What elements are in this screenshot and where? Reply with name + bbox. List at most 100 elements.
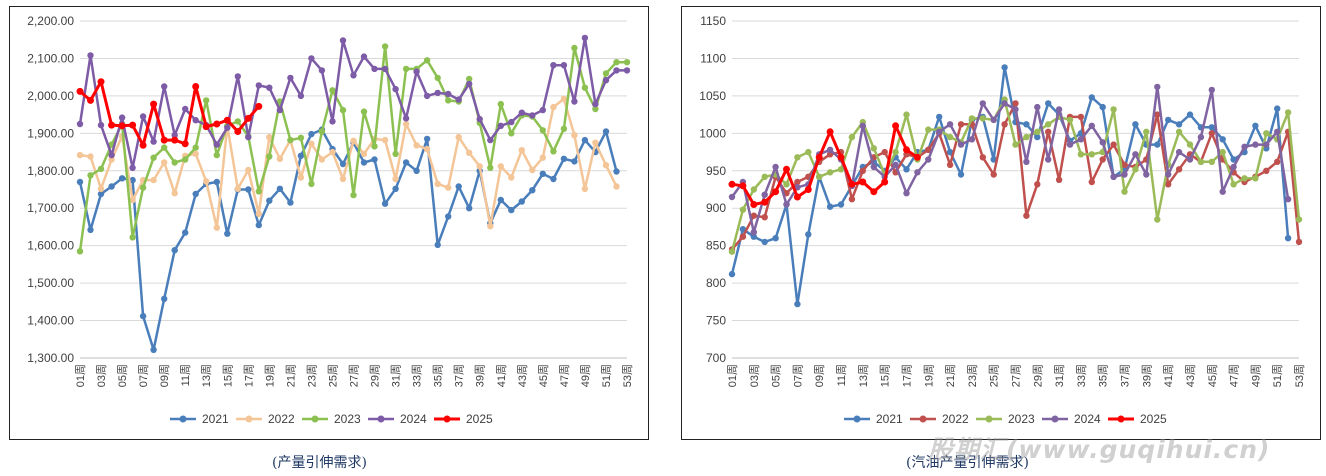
data-point (1263, 130, 1270, 137)
data-point (750, 201, 758, 208)
data-point (266, 84, 273, 91)
data-point (329, 118, 336, 125)
data-point (487, 136, 494, 144)
data-point (402, 65, 410, 73)
data-point (402, 115, 410, 122)
x-tick-label: 31周 (1053, 364, 1066, 387)
data-point (826, 169, 834, 176)
legend-label: 2022 (942, 412, 969, 426)
data-point (181, 140, 189, 148)
chart-caption-right: (汽油产量引伸需求) (906, 455, 1029, 471)
data-point (150, 100, 158, 108)
data-point (623, 59, 631, 66)
data-point (1175, 166, 1183, 173)
data-point (1121, 188, 1128, 195)
x-tick-label: 15周 (879, 364, 892, 387)
data-point (1175, 148, 1183, 156)
x-tick-label: 11周 (835, 364, 848, 386)
data-point (1154, 216, 1161, 223)
data-point (234, 73, 241, 80)
data-point (76, 248, 84, 255)
data-point (529, 112, 536, 119)
data-point (1165, 181, 1172, 188)
data-point (360, 108, 368, 115)
data-point (826, 203, 834, 210)
data-point (1088, 94, 1095, 101)
data-point (150, 346, 157, 353)
data-point (276, 106, 284, 114)
data-point (213, 120, 221, 128)
data-point (728, 248, 736, 255)
data-point (794, 300, 801, 308)
data-point (881, 178, 889, 186)
data-point (445, 184, 452, 191)
data-point (761, 214, 768, 221)
data-point (1175, 128, 1183, 135)
data-point (371, 65, 378, 73)
y-tick-label: 1,800.00 (27, 164, 74, 178)
data-point (739, 233, 747, 240)
data-point (318, 67, 326, 74)
legend-item-2023: 2023 (976, 412, 1035, 426)
x-tick-label: 43周 (1184, 364, 1197, 387)
data-point (623, 67, 631, 74)
data-point (783, 201, 790, 208)
data-point (203, 178, 210, 185)
data-point (946, 133, 954, 141)
data-point (728, 193, 736, 201)
x-tick-label: 17周 (242, 364, 255, 387)
y-tick-label: 2,200.00 (27, 14, 74, 28)
x-tick-label: 53周 (621, 364, 634, 387)
x-tick-label: 29周 (369, 364, 382, 387)
data-point (1023, 133, 1030, 141)
data-point (1034, 103, 1041, 111)
data-point (161, 159, 168, 166)
data-point (87, 52, 94, 59)
data-point (308, 130, 315, 138)
data-point (87, 172, 94, 179)
data-point (87, 96, 94, 104)
data-point (76, 151, 84, 159)
data-point (859, 167, 866, 174)
series-2024 (76, 34, 631, 171)
data-point (1110, 141, 1117, 148)
data-point (772, 188, 780, 196)
x-tick-label: 39周 (1140, 364, 1153, 387)
data-point (613, 59, 620, 66)
data-point (182, 105, 189, 113)
data-point (1055, 176, 1063, 183)
legend-marker (443, 415, 451, 423)
legend-item-2025: 2025 (1108, 412, 1167, 426)
data-point (783, 181, 790, 188)
x-tick-label: 51周 (600, 364, 613, 387)
legend-label: 2023 (1008, 412, 1035, 426)
data-point (1121, 171, 1128, 178)
data-point (118, 175, 126, 182)
data-point (182, 156, 189, 163)
legend-item-2022: 2022 (236, 412, 295, 426)
data-point (1132, 151, 1139, 158)
data-point (946, 121, 954, 128)
data-point (87, 226, 94, 234)
legend-item-2025: 2025 (434, 412, 493, 426)
data-point (1066, 116, 1074, 124)
data-point (423, 145, 431, 153)
data-point (213, 178, 220, 186)
data-point (350, 137, 357, 144)
data-point (476, 115, 483, 123)
data-point (761, 173, 768, 180)
data-point (946, 161, 954, 168)
data-point (925, 126, 932, 133)
data-point (1099, 156, 1106, 163)
data-point (350, 191, 357, 199)
data-point (234, 128, 242, 135)
y-tick-label: 1,400.00 (27, 314, 74, 328)
data-point (97, 78, 105, 86)
x-tick-label: 13周 (200, 364, 213, 387)
data-point (1263, 141, 1270, 148)
x-tick-label: 15周 (221, 364, 234, 387)
series-line-2024 (730, 85, 1290, 234)
x-tick-label: 33周 (411, 364, 424, 387)
data-point (602, 70, 610, 77)
